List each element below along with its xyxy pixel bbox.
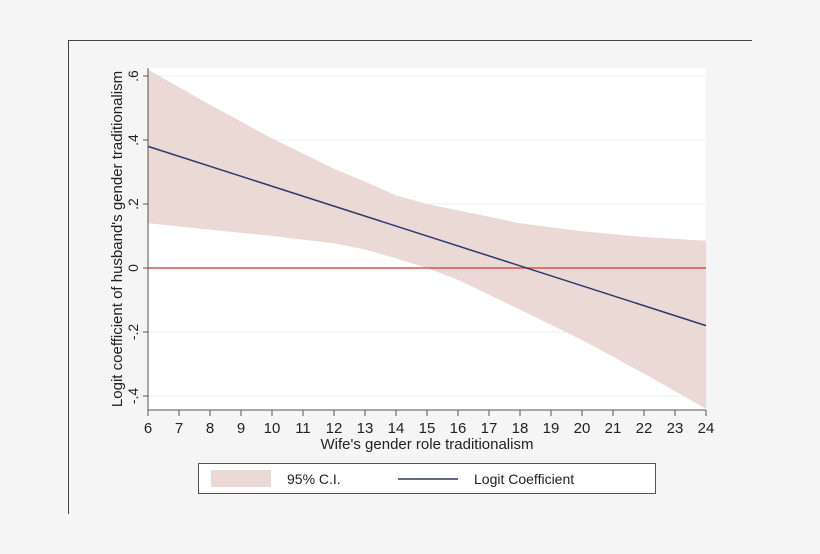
- y-tick-label: .2: [125, 198, 141, 210]
- x-tick-label: 15: [419, 420, 436, 437]
- x-tick-label: 13: [357, 420, 374, 437]
- y-axis-label: Logit coefficient of husband's gender tr…: [109, 71, 126, 407]
- x-tick-label: 23: [667, 420, 684, 437]
- legend: 95% C.I. Logit Coefficient: [198, 463, 656, 494]
- x-tick-label: 10: [264, 420, 281, 437]
- x-tick-label: 21: [605, 420, 622, 437]
- x-tick-label: 18: [512, 420, 529, 437]
- x-tick-label: 11: [295, 420, 311, 437]
- x-tick-label: 6: [144, 420, 152, 437]
- logit-coefficient-line: [147, 145, 707, 327]
- x-tick-label: 20: [574, 420, 591, 437]
- x-tick-label: 16: [450, 420, 467, 437]
- x-tick-label: 9: [237, 420, 245, 437]
- x-tick-label: 24: [698, 420, 715, 437]
- y-tick-label: .4: [125, 134, 141, 146]
- legend-label-ci: 95% C.I.: [287, 471, 341, 487]
- x-tick-label: 19: [543, 420, 560, 437]
- x-tick-label: 12: [326, 420, 343, 437]
- x-tick-label: 14: [388, 420, 405, 437]
- y-tick-label: -.4: [125, 388, 141, 405]
- y-tick-label: .6: [125, 70, 141, 82]
- legend-label-coefficient: Logit Coefficient: [474, 471, 574, 487]
- axes: -.4 -.2 0 .2 .4 .6 6 7 8 9 10 11 12 13 14 15 16 17 18 19 20 2…: [125, 68, 714, 437]
- y-tick-label: 0: [125, 264, 141, 272]
- x-axis-label: Wife's gender role traditionalism: [321, 436, 534, 453]
- x-tick-label: 7: [175, 420, 183, 437]
- x-tick-label: 17: [481, 420, 498, 437]
- legend-key-ci: [211, 470, 271, 487]
- y-tick-label: -.2: [125, 324, 141, 341]
- ci-band: [148, 69, 706, 409]
- x-tick-label: 8: [206, 420, 214, 437]
- x-tick-label: 22: [636, 420, 653, 437]
